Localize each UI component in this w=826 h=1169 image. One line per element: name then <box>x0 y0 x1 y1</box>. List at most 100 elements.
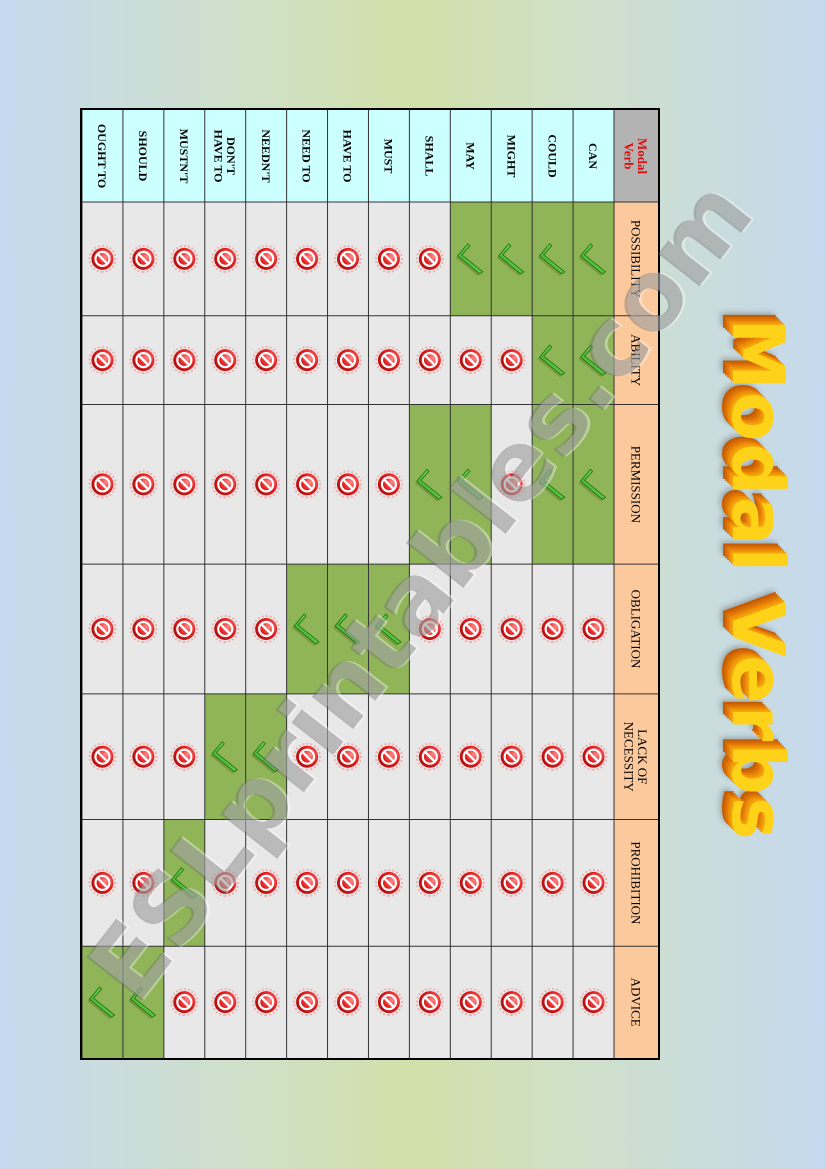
red-no-sign-icon <box>538 988 567 1017</box>
red-no-sign-icon <box>579 988 608 1017</box>
verb-cell <box>491 110 533 202</box>
corner-label: Verb <box>621 143 636 170</box>
green-check-icon <box>578 243 607 276</box>
red-no-sign-icon <box>415 346 444 375</box>
category-header-cell <box>614 315 658 405</box>
category-header: PROHIBITION <box>628 841 643 925</box>
red-no-sign-icon <box>456 615 485 644</box>
green-check-icon <box>455 468 484 502</box>
green-check-icon <box>292 613 320 647</box>
red-no-sign-icon <box>456 988 485 1017</box>
verb-label: COULD <box>545 134 559 178</box>
table-cell <box>573 315 614 405</box>
red-no-sign-icon <box>334 742 362 771</box>
red-no-sign-icon <box>293 244 322 273</box>
red-no-sign-icon <box>415 868 444 897</box>
table-cell <box>163 819 205 947</box>
grid-lines <box>82 110 658 1058</box>
red-no-sign-icon <box>538 742 567 771</box>
category-header: PERMISSION <box>628 446 643 524</box>
category-header-cell <box>614 946 658 1058</box>
red-no-sign-icon <box>252 988 281 1017</box>
category-header: ADVICE <box>628 978 643 1027</box>
red-no-sign-icon <box>252 346 281 375</box>
red-no-sign-icon <box>538 868 567 897</box>
red-no-sign-icon <box>293 742 322 771</box>
red-no-sign-icon <box>497 868 526 897</box>
red-no-sign-icon <box>88 615 117 644</box>
verb-label: NEED TO <box>300 129 314 182</box>
red-no-sign-icon <box>497 615 526 644</box>
red-no-sign-icon <box>211 346 240 375</box>
red-no-sign-icon <box>538 615 567 644</box>
category-header: POSSIBILITY <box>628 220 643 299</box>
category-header-cell <box>614 819 658 947</box>
verb-label: MIGHT <box>504 135 518 178</box>
red-no-sign-icon <box>88 742 117 771</box>
category-header: LACK OF <box>635 729 650 784</box>
green-check-icon <box>251 740 279 774</box>
verb-label: SHOULD <box>136 131 150 182</box>
table-cell <box>368 564 410 694</box>
verb-label: SHALL <box>423 136 437 177</box>
red-no-sign-icon <box>252 244 281 273</box>
verb-cell <box>286 110 328 202</box>
green-check-icon <box>578 468 607 502</box>
red-no-sign-icon <box>497 470 526 499</box>
table-cell <box>409 404 451 565</box>
red-no-sign-icon <box>334 988 362 1017</box>
red-no-sign-icon <box>252 615 281 644</box>
page-title: Modal Verbs <box>716 318 800 842</box>
red-no-sign-icon <box>129 868 158 897</box>
red-no-sign-icon <box>170 988 199 1017</box>
verb-label: HAVE TO <box>341 129 355 182</box>
verb-label: HAVE TO <box>212 129 226 182</box>
table-cell <box>245 693 287 820</box>
corner-cell <box>614 110 658 202</box>
red-no-sign-icon <box>456 346 485 375</box>
verb-label: OUGHT TO <box>95 124 109 188</box>
red-no-sign-icon <box>456 742 485 771</box>
verb-label: MUSTN'T <box>177 129 191 184</box>
verb-label: CAN <box>586 143 600 169</box>
red-no-sign-icon <box>293 470 322 499</box>
red-no-sign-icon <box>374 742 403 771</box>
red-no-sign-icon <box>170 470 199 499</box>
table-cell <box>122 946 164 1058</box>
table-cell <box>532 315 574 405</box>
red-no-sign-icon <box>88 346 117 375</box>
table-cell <box>204 693 246 820</box>
red-no-sign-icon <box>88 868 117 897</box>
red-no-sign-icon <box>415 615 444 644</box>
table-cell <box>491 202 533 316</box>
green-check-icon <box>537 468 566 502</box>
verb-label: NEEDN'T <box>259 129 273 182</box>
red-no-sign-icon <box>129 244 158 273</box>
red-no-sign-icon <box>88 244 117 273</box>
verb-cell <box>368 110 410 202</box>
verb-label: DON'T <box>224 137 238 175</box>
red-no-sign-icon <box>374 346 403 375</box>
verb-label: MUST <box>382 139 396 174</box>
red-no-sign-icon <box>497 742 526 771</box>
red-no-sign-icon <box>374 868 403 897</box>
red-no-sign-icon <box>579 742 608 771</box>
red-no-sign-icon <box>211 988 240 1017</box>
verb-cell <box>82 110 123 202</box>
red-no-sign-icon <box>415 244 444 273</box>
verb-cell <box>122 110 164 202</box>
green-check-icon <box>87 986 116 1020</box>
verb-cell <box>327 110 369 202</box>
verb-cell <box>163 110 205 202</box>
red-no-sign-icon <box>374 244 403 273</box>
green-check-icon <box>128 986 157 1020</box>
red-no-sign-icon <box>293 988 322 1017</box>
table-cell <box>573 202 614 316</box>
red-no-sign-icon <box>497 988 526 1017</box>
red-no-sign-icon <box>579 615 608 644</box>
verb-cell <box>204 110 246 202</box>
red-no-sign-icon <box>456 868 485 897</box>
red-no-sign-icon <box>415 742 444 771</box>
red-no-sign-icon <box>129 346 158 375</box>
